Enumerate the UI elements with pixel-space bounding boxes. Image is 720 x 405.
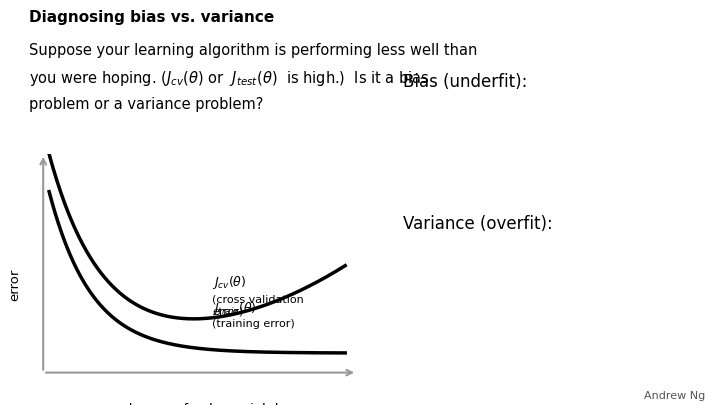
Text: degree of polynomial d: degree of polynomial d <box>125 403 279 405</box>
Text: Variance (overfit):: Variance (overfit): <box>403 215 553 232</box>
Text: Andrew Ng: Andrew Ng <box>644 391 706 401</box>
Text: (cross validation: (cross validation <box>212 295 304 305</box>
Text: error): error) <box>212 307 243 317</box>
Text: Diagnosing bias vs. variance: Diagnosing bias vs. variance <box>29 10 274 25</box>
Text: $J_{train}(\theta)$: $J_{train}(\theta)$ <box>212 300 257 317</box>
Text: $J_{cv}(\theta)$: $J_{cv}(\theta)$ <box>212 273 246 290</box>
Text: (training error): (training error) <box>212 319 294 329</box>
Text: problem or a variance problem?: problem or a variance problem? <box>29 97 264 112</box>
Text: Bias (underfit):: Bias (underfit): <box>403 73 528 91</box>
Text: Suppose your learning algorithm is performing less well than: Suppose your learning algorithm is perfo… <box>29 43 477 58</box>
Text: error: error <box>8 269 21 301</box>
Text: you were hoping. ($J_{cv}(\theta)$ or  $J_{test}(\theta)$  is high.)  Is it a bi: you were hoping. ($J_{cv}(\theta)$ or $J… <box>29 69 430 88</box>
